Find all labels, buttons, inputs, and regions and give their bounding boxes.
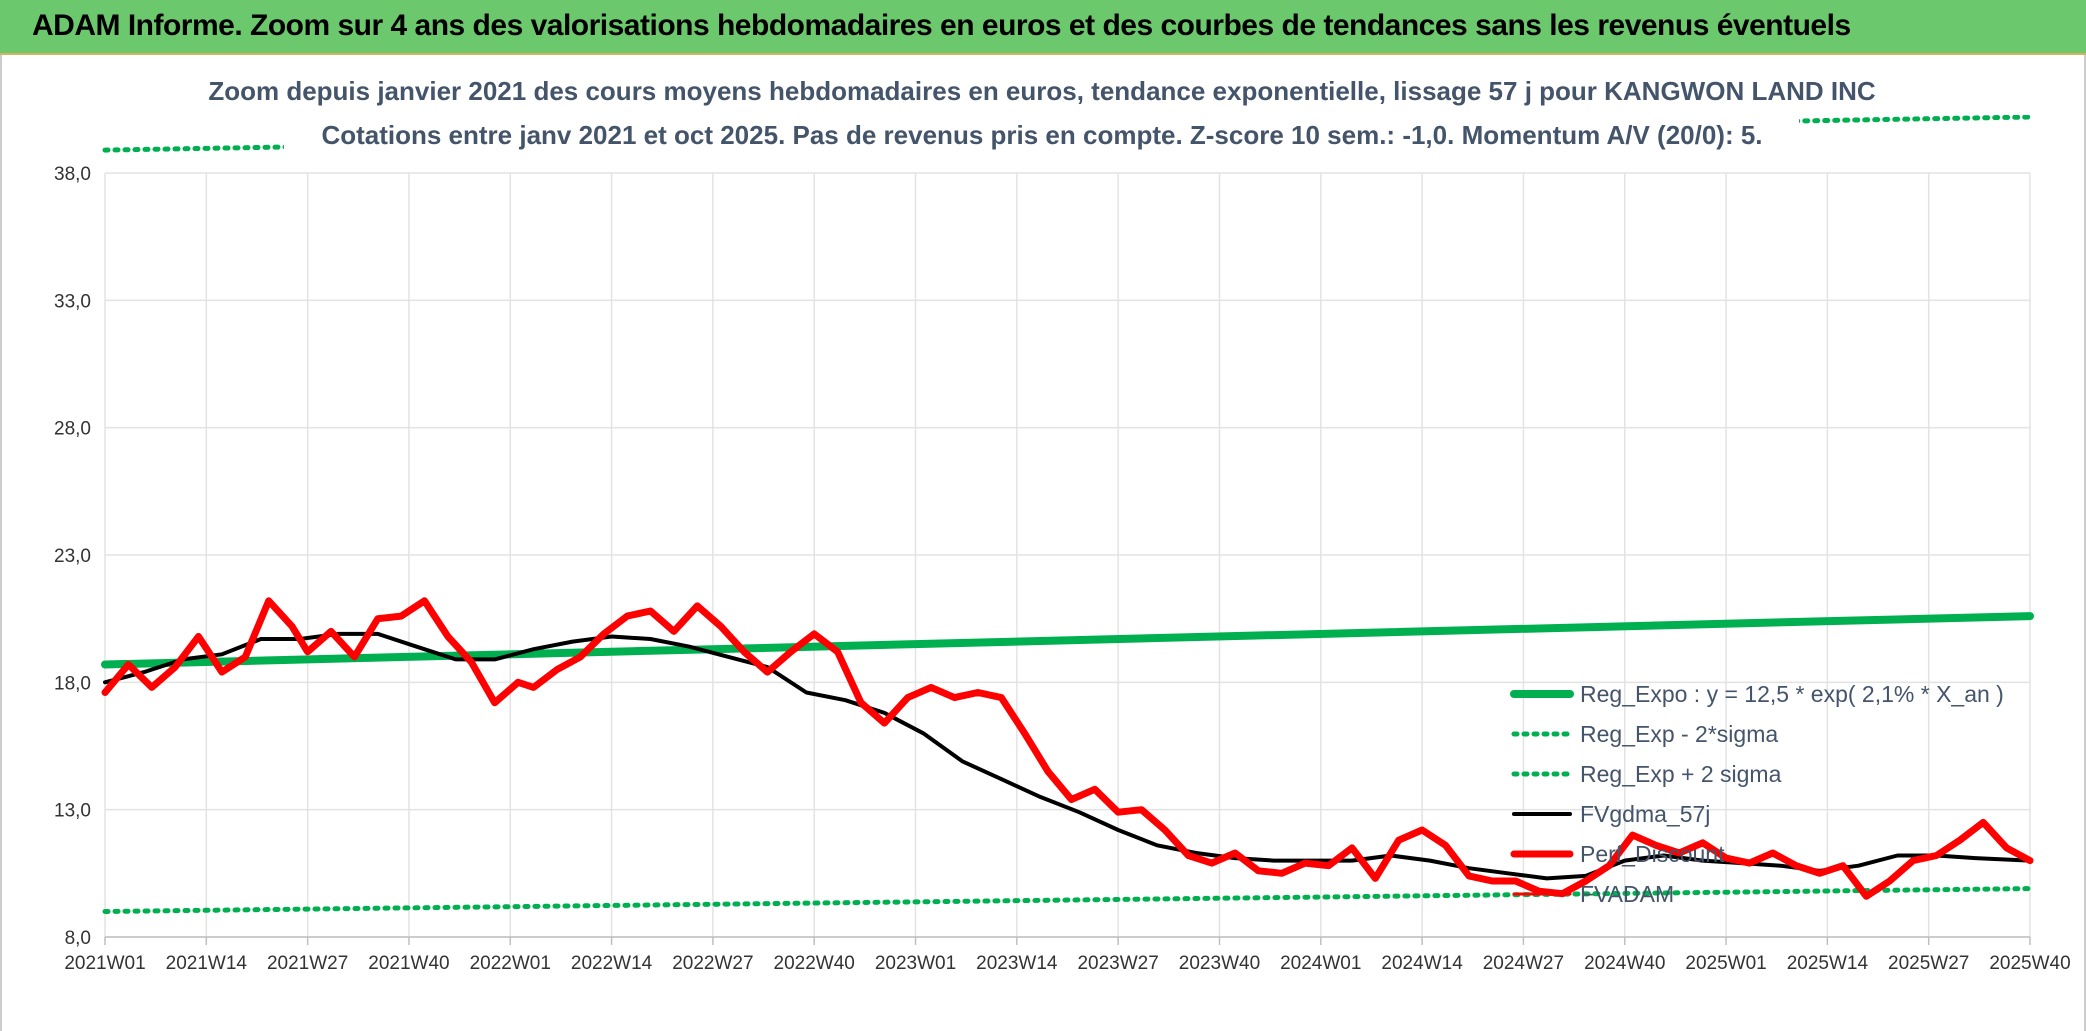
x-tick-label: 2025W14 [1787,953,1869,974]
x-tick-label: 2022W01 [470,953,551,974]
report-title: ADAM Informe. Zoom sur 4 ans des valoris… [32,9,1851,42]
legend-label: Reg_Exp - 2*sigma [1580,721,1778,747]
title-backdrop [284,117,1799,167]
report-banner: ADAM Informe. Zoom sur 4 ans des valoris… [0,0,2086,55]
line-chart: 8,0 13,0 18,0 23,0 28,0 33,0 38,0 2021W01 2021W1… [54,76,2071,974]
series-line-4 [101,597,2034,900]
chart-frame: 8,0 13,0 18,0 23,0 28,0 33,0 38,0 2021W01 2021W1… [0,55,2086,1031]
y-tick-label: 38,0 [54,164,91,185]
x-tick-label: 2021W27 [267,953,348,974]
legend: Reg_Expo : y = 12,5 * exp( 2,1% * X_an )… [1510,681,2004,907]
x-tick-label: 2023W40 [1179,953,1260,974]
x-tick-label: 2022W40 [774,953,855,974]
x-tick-label: 2025W40 [1989,953,2070,974]
x-tick-label: 2024W27 [1483,953,1564,974]
y-tick-label: 23,0 [54,546,91,567]
series-line-3 [103,631,2032,881]
x-tick-label: 2021W14 [166,953,248,974]
legend-label: FVgdma_57j [1580,801,1710,827]
y-tick-label: 18,0 [54,673,91,694]
y-tick-label: 28,0 [54,419,91,440]
x-tick-label: 2023W01 [875,953,956,974]
x-tick-label: 2024W40 [1584,953,1665,974]
legend-label: Reg_Expo : y = 12,5 * exp( 2,1% * X_an ) [1580,681,2004,707]
y-tick-label: 13,0 [54,801,91,822]
gridlines [104,172,2031,938]
x-tick-label: 2023W27 [1077,953,1158,974]
x-tick-label: 2021W01 [64,953,145,974]
x-tick-label: 2024W01 [1280,953,1361,974]
x-tick-label: 2025W01 [1685,953,1766,974]
series-line-0 [101,612,2034,669]
legend-label: Perf_Discount [1580,841,1725,867]
chart-title-line2: Cotations entre janv 2021 et oct 2025. P… [321,120,1762,150]
x-tick-label: 2021W40 [368,953,449,974]
x-tick-label: 2023W14 [976,953,1058,974]
x-tick-label: 2025W27 [1888,953,1969,974]
series [101,115,2034,914]
legend-label: FVADAM [1580,881,1674,907]
x-tick-label: 2024W14 [1381,953,1463,974]
series-line-1 [102,886,2033,914]
x-tick-label: 2022W27 [672,953,753,974]
y-tick-label: 8,0 [65,928,91,949]
chart-title-line1: Zoom depuis janvier 2021 des cours moyen… [208,76,1876,106]
legend-label: Reg_Exp + 2 sigma [1580,761,1782,787]
y-tick-label: 33,0 [54,291,91,312]
axes: 8,0 13,0 18,0 23,0 28,0 33,0 38,0 2021W01 2021W1… [54,164,2071,974]
x-tick-label: 2022W14 [571,953,653,974]
